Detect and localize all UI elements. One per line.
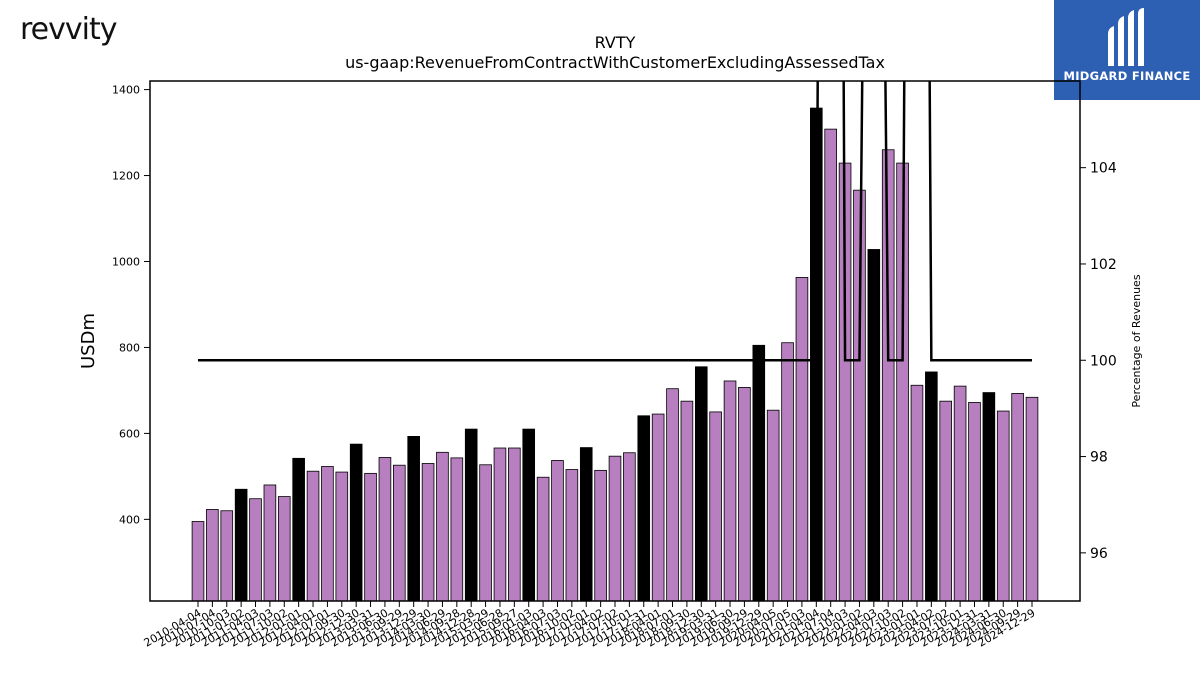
bar	[910, 384, 924, 602]
y-axis-left: 400 600 800 1000 1200 1400	[112, 84, 150, 526]
bar	[191, 521, 205, 602]
bar	[594, 469, 607, 602]
bar	[450, 457, 464, 602]
bar	[522, 428, 536, 602]
bar	[766, 409, 780, 602]
y2-tick-label: 96	[1090, 546, 1108, 562]
bar	[694, 366, 708, 602]
bar	[349, 443, 363, 602]
y2-tick-label: 98	[1090, 450, 1108, 466]
bar	[738, 387, 751, 602]
y2-tick-label: 102	[1090, 257, 1117, 273]
bar	[551, 460, 564, 602]
bar	[234, 488, 248, 602]
bar	[277, 496, 291, 602]
bar	[651, 413, 665, 602]
bar	[436, 451, 449, 602]
y-tick-label: 800	[119, 341, 140, 354]
bar	[723, 380, 737, 602]
bar	[795, 276, 809, 602]
revvity-logo: revvity	[20, 12, 117, 47]
brand-name: MIDGARD FINANCE	[1063, 69, 1191, 83]
bar	[493, 447, 507, 602]
bar	[579, 447, 593, 602]
y-tick-label: 1400	[112, 84, 140, 97]
midgard-finance-logo: MIDGARD FINANCE	[1054, 0, 1200, 100]
x-axis: 2010-04-042010-07-042010-10-032011-01-02…	[142, 601, 1038, 650]
bar	[781, 342, 794, 602]
y-tick-label: 1200	[112, 170, 140, 183]
midgard-logo-icon	[1108, 8, 1144, 66]
y2-tick-label: 100	[1090, 353, 1117, 369]
bar	[1011, 393, 1024, 602]
bar	[508, 447, 521, 602]
bar	[464, 428, 478, 602]
bar	[407, 435, 420, 602]
chart-title: RVTY	[595, 33, 636, 52]
bar	[925, 371, 938, 602]
bar	[867, 249, 881, 602]
y-axis-label: USDm	[78, 313, 99, 369]
bar	[206, 509, 219, 602]
bar	[608, 455, 622, 602]
bar	[565, 469, 579, 602]
bar	[393, 464, 406, 602]
bar	[752, 344, 766, 602]
y-tick-label: 1000	[112, 255, 140, 268]
bar	[292, 457, 305, 602]
bar	[335, 471, 349, 602]
bar	[709, 411, 722, 602]
bar	[263, 484, 277, 602]
bar	[364, 472, 377, 602]
bar-series	[191, 107, 1039, 602]
bar	[1025, 396, 1039, 602]
bar	[666, 388, 679, 602]
bar	[968, 402, 981, 602]
y-tick-label: 400	[119, 513, 140, 526]
bar	[479, 464, 492, 602]
bar	[220, 510, 234, 602]
y-axis-right: 96 98 100 102 104	[1080, 161, 1117, 562]
chart-subtitle: us-gaap:RevenueFromContractWithCustomerE…	[345, 53, 885, 72]
y-tick-label: 600	[119, 427, 140, 440]
y2-axis-label: Percentage of Revenues	[1130, 274, 1143, 407]
bar	[421, 463, 435, 602]
bar	[637, 415, 651, 602]
bar	[306, 470, 320, 602]
bar	[249, 498, 262, 602]
bar	[881, 149, 895, 602]
bar	[824, 128, 837, 602]
bar	[378, 457, 392, 602]
bar	[321, 466, 334, 602]
y2-tick-label: 104	[1090, 161, 1117, 177]
bar	[996, 410, 1010, 602]
bar	[939, 400, 953, 602]
bar	[953, 385, 967, 602]
bar	[680, 400, 694, 602]
bar	[982, 392, 996, 602]
bar	[623, 452, 636, 602]
percentage-line	[198, 81, 1032, 362]
percentage-line-series	[198, 81, 1032, 362]
bar	[536, 476, 550, 602]
